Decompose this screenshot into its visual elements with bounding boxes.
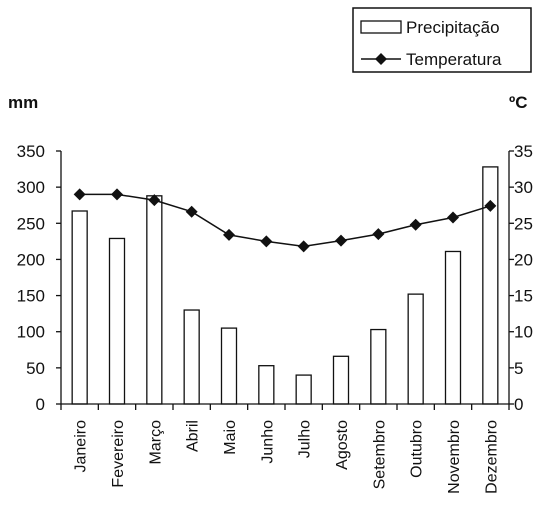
temperature-line bbox=[79, 193, 491, 248]
left-tick-label: 150 bbox=[17, 287, 45, 306]
precipitation-bar bbox=[183, 309, 200, 405]
month-label: Setembro bbox=[371, 420, 388, 489]
temperature-point bbox=[73, 188, 86, 201]
left-tick-label: 350 bbox=[17, 142, 45, 161]
precipitation-bar bbox=[444, 250, 462, 405]
month-label: Novembro bbox=[446, 420, 463, 494]
precipitation-bar bbox=[108, 237, 126, 405]
month-label: Dezembro bbox=[483, 420, 500, 494]
month-label: Junho bbox=[259, 420, 276, 464]
temperature-point bbox=[335, 234, 347, 247]
precipitation-bar bbox=[71, 210, 88, 405]
legend-label-temperatura: Temperatura bbox=[406, 50, 502, 69]
left-tick-label: 200 bbox=[17, 250, 45, 269]
temperature-point bbox=[372, 228, 385, 241]
right-tick-label: 5 bbox=[514, 359, 523, 378]
temperature-point bbox=[185, 205, 198, 218]
temperature-point bbox=[297, 240, 310, 253]
precipitation-bar bbox=[370, 328, 387, 405]
precipitation-bar bbox=[295, 374, 312, 405]
precipitation-bar bbox=[220, 327, 238, 405]
right-axis: 0 5 10 15 20 25 30 35 bbox=[508, 142, 533, 414]
right-tick-label: 10 bbox=[514, 323, 533, 342]
left-tick-label: 50 bbox=[26, 359, 45, 378]
right-tick-label: 35 bbox=[514, 142, 533, 161]
month-label: Abril bbox=[185, 420, 202, 452]
temperature-point bbox=[223, 228, 235, 241]
temperature-point bbox=[484, 199, 497, 212]
temperature-point bbox=[148, 194, 161, 207]
month-label: Março bbox=[147, 420, 164, 465]
left-tick-label: 0 bbox=[36, 395, 45, 414]
right-tick-label: 15 bbox=[514, 287, 533, 306]
left-tick-label: 250 bbox=[17, 214, 45, 233]
precipitation-bar bbox=[407, 293, 424, 405]
temperature-point bbox=[409, 218, 422, 231]
left-axis-unit-label: mm bbox=[8, 93, 38, 112]
temperature-point bbox=[260, 235, 273, 248]
month-label: Outubro bbox=[409, 420, 426, 478]
right-tick-label: 30 bbox=[514, 178, 533, 197]
temperature-point bbox=[111, 188, 123, 201]
right-tick-label: 0 bbox=[514, 395, 523, 414]
month-label: Maio bbox=[222, 420, 239, 455]
precipitation-bar bbox=[258, 365, 275, 405]
month-label: Julho bbox=[297, 420, 314, 458]
month-label: Janeiro bbox=[73, 420, 90, 473]
temperature-series bbox=[73, 188, 497, 253]
right-tick-label: 25 bbox=[514, 214, 533, 233]
left-tick-label: 300 bbox=[17, 178, 45, 197]
right-axis-unit-label: ºC bbox=[509, 93, 528, 112]
legend-label-precipitacao: Precipitação bbox=[406, 18, 500, 37]
left-axis: 0 50 100 150 200 250 300 350 bbox=[17, 142, 62, 414]
precipitation-bars bbox=[71, 166, 499, 405]
legend-bar-swatch bbox=[360, 20, 402, 34]
precipitation-bar bbox=[332, 355, 350, 405]
temperature-point bbox=[447, 211, 459, 224]
x-axis: Janeiro Fevereiro Março Abril Maio Junho Julho… bbox=[60, 403, 510, 494]
left-tick-label: 100 bbox=[17, 323, 45, 342]
precipitation-bar bbox=[146, 195, 163, 405]
month-label: Fevereiro bbox=[110, 420, 127, 488]
right-tick-label: 20 bbox=[514, 250, 533, 269]
legend: Precipitação Temperatura bbox=[352, 7, 532, 73]
month-label: Agosto bbox=[334, 420, 351, 470]
legend-diamond-marker bbox=[375, 53, 387, 65]
